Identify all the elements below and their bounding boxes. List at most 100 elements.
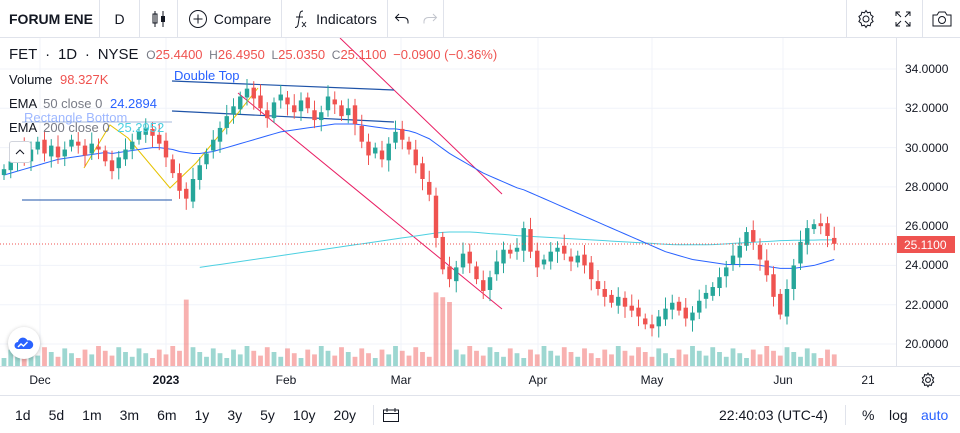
price-chart[interactable]: [0, 38, 896, 366]
double-top-label[interactable]: Double Top: [174, 68, 240, 83]
time-tick-label: Feb: [275, 373, 297, 387]
candle-body: [521, 228, 526, 251]
volume-bar: [413, 347, 419, 366]
volume-bar: [102, 350, 108, 366]
ema200-params: 200 close 0: [43, 120, 110, 135]
range-button-10y[interactable]: 10y: [292, 406, 316, 423]
volume-bar: [791, 352, 797, 366]
volume-bar: [777, 355, 783, 366]
candle-body: [697, 300, 702, 313]
volume-bar: [291, 353, 297, 366]
legend-close: 25.1100: [340, 47, 387, 62]
redo-icon: [423, 13, 437, 23]
ema200-value: 25.2952: [117, 120, 165, 135]
interval-selector[interactable]: D: [100, 0, 140, 38]
function-icon: [295, 10, 307, 28]
candle-body: [420, 163, 425, 179]
time-tick-label: Mar: [390, 373, 412, 387]
range-button-5d[interactable]: 5d: [48, 406, 65, 423]
legend-collapse-button[interactable]: [9, 141, 31, 163]
range-button-1d[interactable]: 1d: [15, 406, 31, 423]
candle-body: [130, 141, 135, 150]
clock[interactable]: 22:40:03 (UTC-4): [719, 406, 828, 423]
chart-style-button[interactable]: [140, 0, 178, 38]
candle-body: [62, 149, 67, 157]
legend-low: 25.0350: [278, 47, 326, 62]
range-button-3y[interactable]: 3y: [227, 406, 243, 423]
volume-bar: [345, 352, 351, 366]
compare-button[interactable]: Compare: [178, 0, 282, 38]
volume-bar: [89, 354, 95, 366]
ema50-label: EMA: [9, 96, 37, 111]
candle-body: [474, 266, 479, 280]
tradingview-logo-button[interactable]: [8, 327, 40, 359]
indicators-button[interactable]: Indicators: [282, 0, 388, 38]
candle-body: [406, 141, 412, 150]
volume-bar: [372, 358, 378, 366]
candle-body: [413, 149, 418, 166]
volume-bar: [150, 358, 155, 366]
volume-bar: [656, 348, 662, 366]
range-button-5y[interactable]: 5y: [260, 406, 275, 423]
volume-bar: [379, 349, 385, 366]
percent-scale-toggle[interactable]: %: [862, 406, 875, 423]
candle-body: [427, 181, 432, 195]
volume-bar: [453, 349, 459, 366]
redo-button[interactable]: [416, 0, 444, 38]
time-axis[interactable]: [0, 366, 960, 396]
volume-bar: [582, 348, 587, 366]
candle-body: [555, 247, 560, 252]
rectangle-bottom-label[interactable]: Rectangle Bottom: [24, 110, 128, 125]
candle-body: [730, 255, 736, 265]
volume-bar: [177, 350, 182, 366]
volume-bar: [271, 352, 277, 366]
legend-ema200[interactable]: EMA 200 close 0 25.2952: [9, 120, 164, 135]
fullscreen-button[interactable]: [884, 0, 922, 38]
volume-bar: [649, 356, 655, 366]
price-axis[interactable]: [896, 38, 960, 366]
candle-body: [508, 249, 513, 254]
ema50-value: 24.2894: [109, 96, 157, 111]
volume-bar: [804, 348, 810, 366]
volume-bar: [615, 346, 621, 366]
legend-open: 25.4400: [155, 47, 203, 62]
volume-bar: [730, 348, 736, 366]
volume-bar: [575, 356, 581, 366]
go-to-date-button[interactable]: [373, 404, 400, 425]
price-tick-label: 32.0000: [905, 101, 949, 116]
legend-volume[interactable]: Volume 98.327K: [9, 72, 108, 87]
candle-body: [49, 145, 54, 157]
candle-body: [184, 188, 189, 199]
volume-bar: [629, 355, 635, 366]
range-button-3m[interactable]: 3m: [119, 406, 140, 423]
snapshot-button[interactable]: [922, 0, 960, 38]
undo-button[interactable]: [388, 0, 416, 38]
axis-settings-button[interactable]: [920, 372, 938, 390]
candle-body: [89, 143, 94, 154]
range-button-6m[interactable]: 6m: [157, 406, 177, 423]
candle-body: [535, 250, 540, 268]
time-tick-label: 21: [861, 373, 875, 387]
candle-body: [454, 267, 459, 282]
candle-body: [703, 292, 709, 299]
volume-bar: [501, 356, 506, 366]
range-button-1y[interactable]: 1y: [194, 406, 210, 423]
log-scale-toggle[interactable]: log: [889, 406, 908, 423]
range-button-1m[interactable]: 1m: [82, 406, 102, 423]
candle-body: [211, 139, 216, 151]
fullscreen-icon: [895, 11, 911, 27]
legend-ema50[interactable]: EMA 50 close 0 24.2894: [9, 96, 157, 111]
auto-scale-toggle[interactable]: auto: [921, 406, 949, 423]
volume-bar: [717, 352, 722, 366]
symbol-search[interactable]: FORUM ENE: [0, 0, 100, 38]
range-button-20y[interactable]: 20y: [333, 406, 357, 423]
candle-body: [683, 307, 688, 319]
trend-channel-lower: [237, 92, 503, 310]
candle-body: [595, 281, 601, 289]
settings-button[interactable]: [846, 0, 884, 38]
candle-body: [143, 127, 148, 135]
volume-bar: [696, 350, 702, 366]
volume-bar: [190, 347, 196, 366]
candle-body: [400, 128, 405, 140]
candle-body: [278, 94, 283, 101]
